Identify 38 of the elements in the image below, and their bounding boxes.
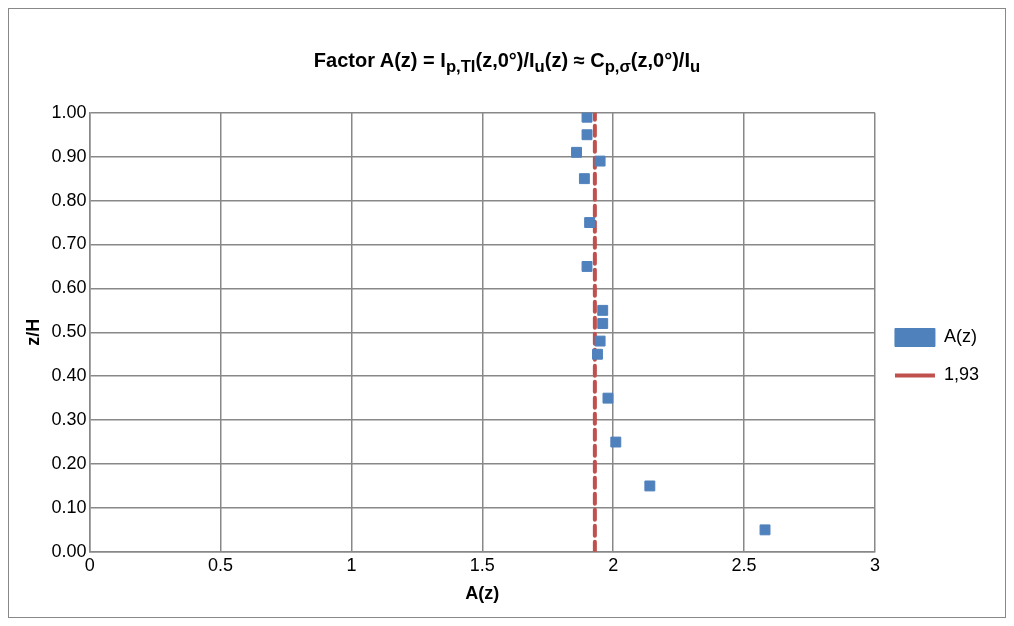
y-tick-label: 0.80	[51, 189, 87, 210]
legend-label: A(z)	[943, 326, 977, 347]
point	[578, 173, 590, 185]
point	[597, 318, 609, 329]
y-tick-label: 0.00	[51, 540, 87, 561]
point	[581, 112, 593, 123]
point	[571, 146, 582, 158]
point	[602, 392, 614, 404]
y-tick-label: 1.00	[51, 101, 87, 122]
chart-title: Factor A(z) = I$_{p,TI}$(z,0°)/I$_{u}$(z) ≈ C$_{p,σ}$(z,0°)/I$_{u}$	[312, 49, 702, 78]
point	[581, 129, 593, 141]
y-tick-label: 0.90	[51, 145, 87, 166]
x-tick-label: 1.5	[469, 554, 495, 575]
y-tick-label: 0.10	[51, 496, 87, 517]
y-tick-label: 0.20	[51, 452, 87, 473]
y-tick-label: 0.60	[51, 277, 87, 298]
x-tick-label: 0	[84, 554, 95, 575]
point	[759, 524, 771, 536]
x-tick-label: 2	[608, 554, 619, 575]
y-tick-label: 0.30	[51, 409, 87, 430]
point	[594, 335, 606, 347]
y-tick-label: 0.50	[51, 321, 87, 342]
point	[644, 480, 656, 492]
x-tick-label: 1	[346, 554, 357, 575]
point	[584, 217, 596, 228]
x-tick-label: 2.5	[731, 554, 757, 575]
legend-label: 1,93	[943, 364, 980, 385]
y-axis-title: z/H	[22, 318, 43, 346]
point	[594, 155, 606, 167]
point	[592, 348, 603, 360]
y-tick-label: 0.40	[51, 365, 87, 386]
point	[581, 261, 593, 272]
y-tick-label: 0.70	[51, 233, 87, 254]
x-tick-label: 0.5	[208, 554, 234, 575]
point	[597, 304, 609, 316]
x-axis-title: A(z)	[465, 583, 500, 604]
point	[610, 436, 622, 448]
x-tick-label: 3	[869, 554, 880, 575]
